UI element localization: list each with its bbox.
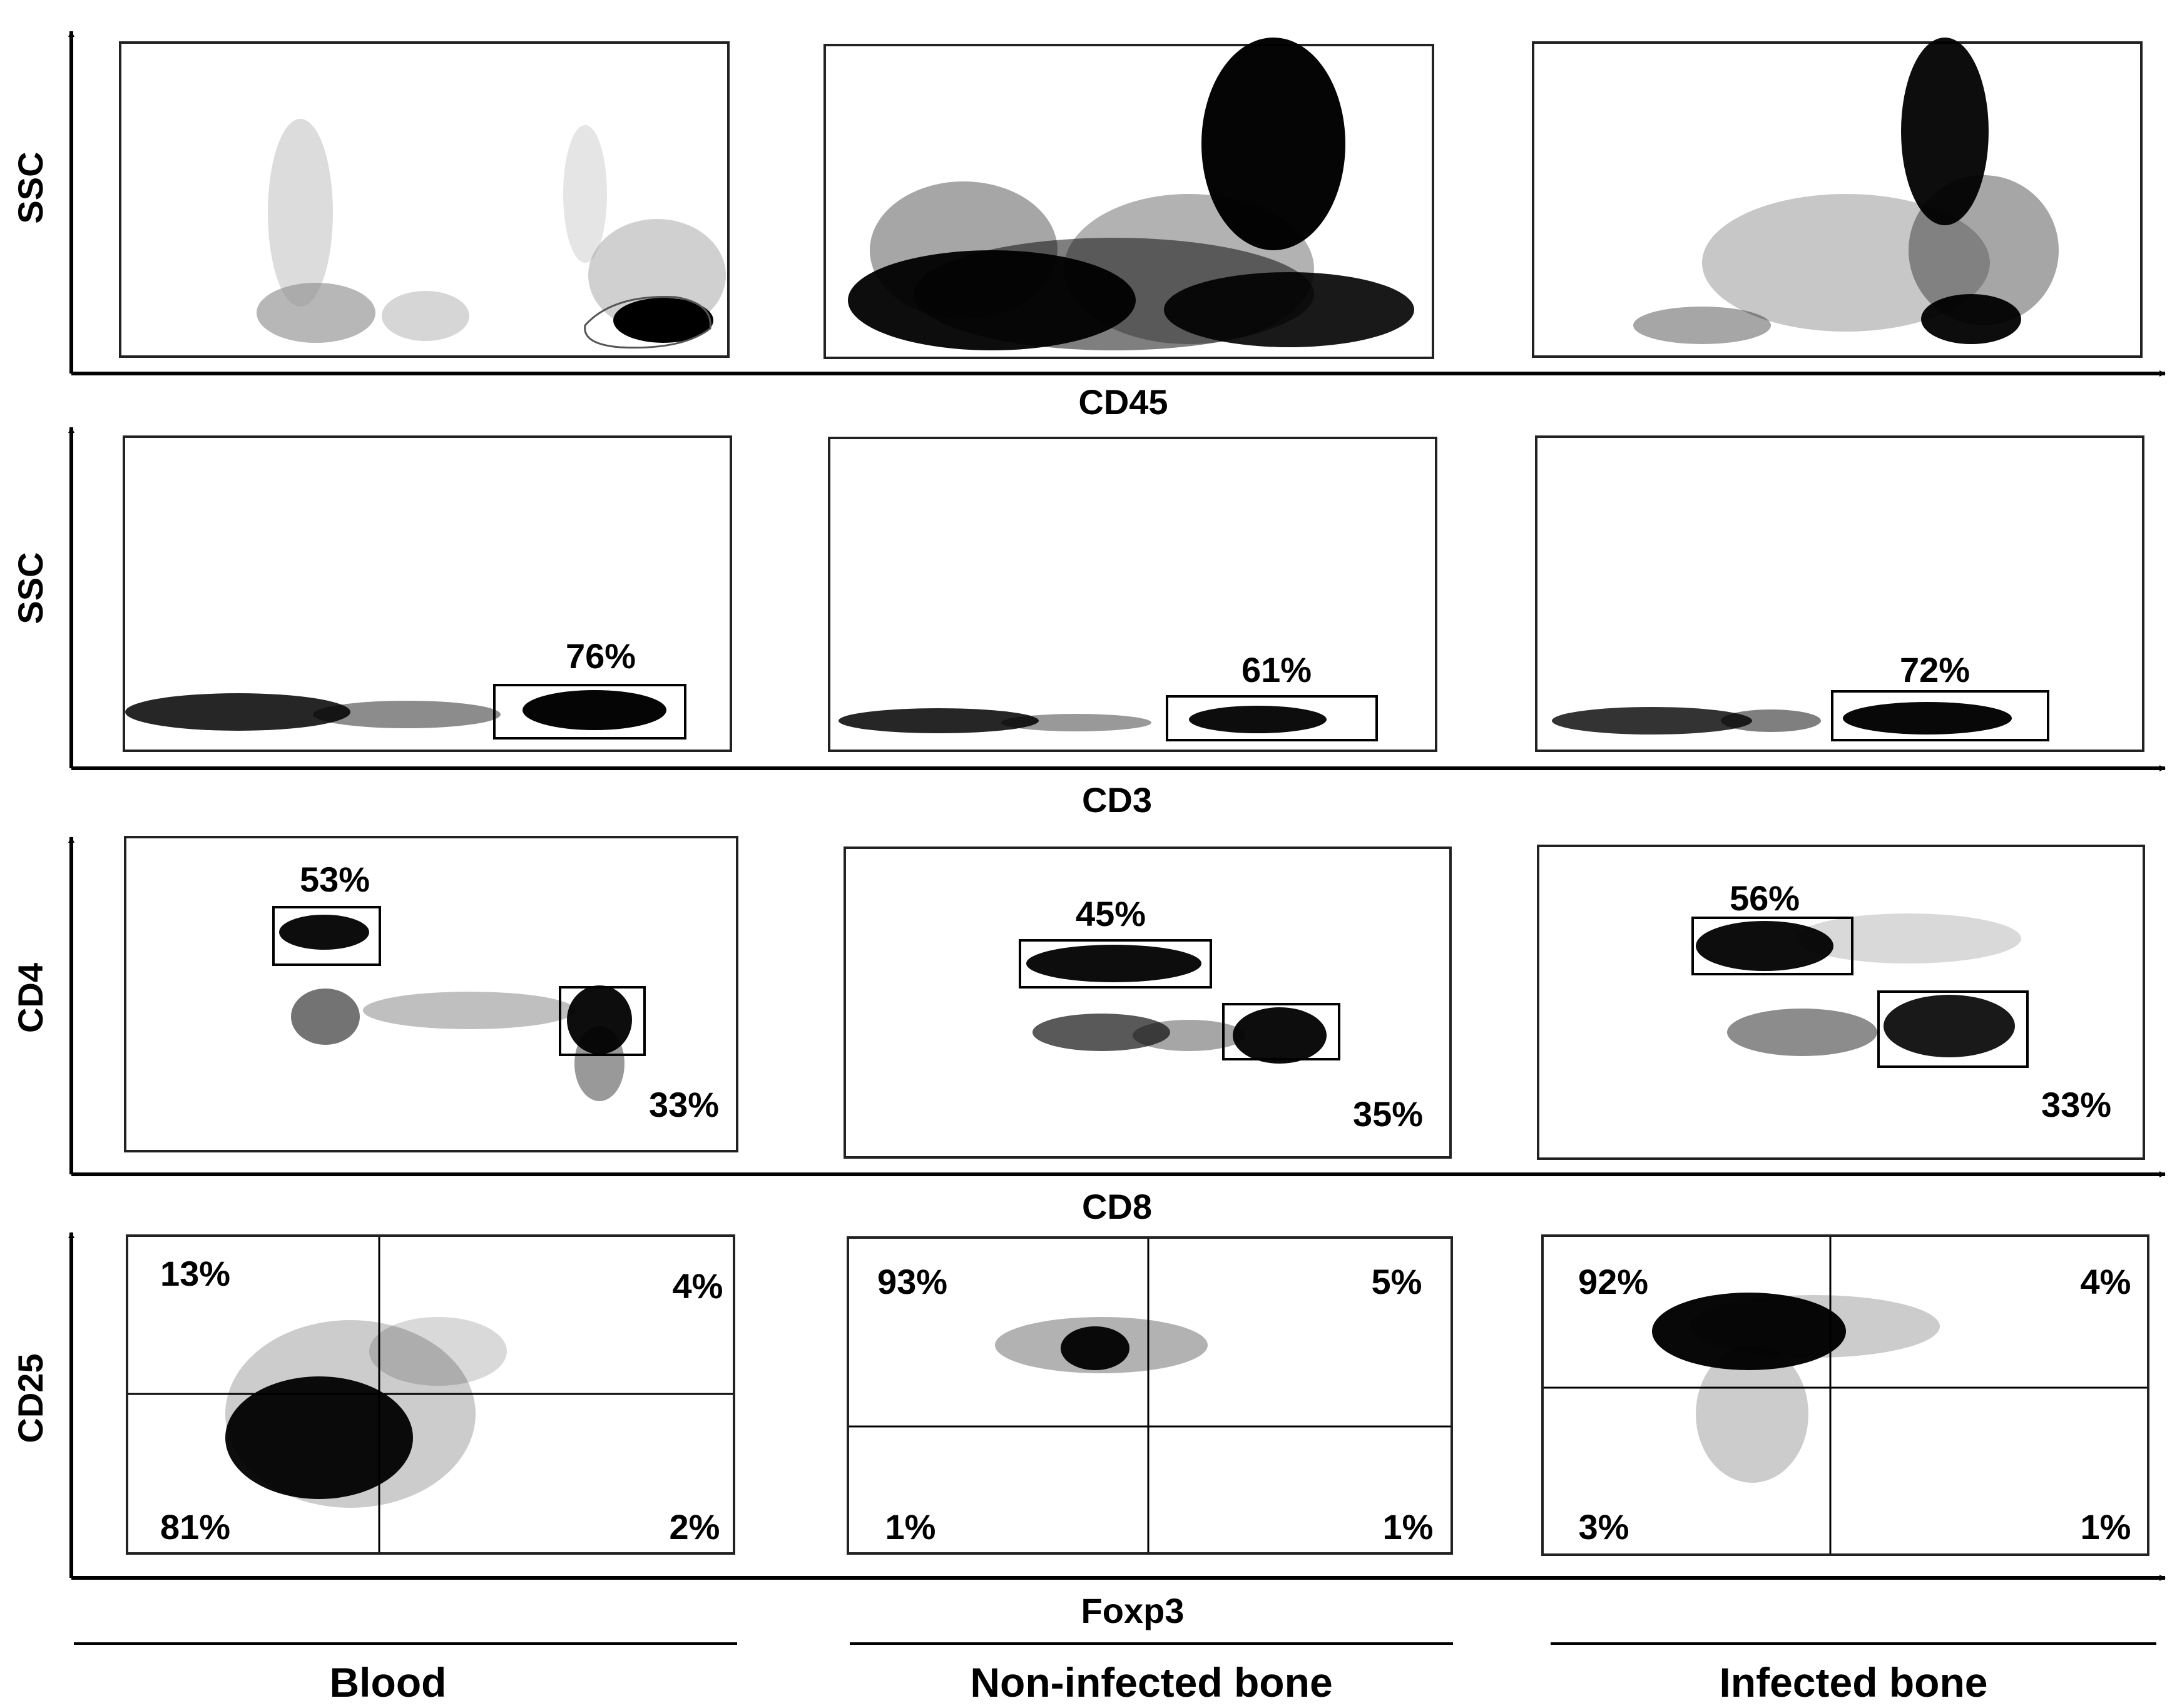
r4-blood-dots <box>225 1317 507 1508</box>
panel-r1-infected <box>1532 41 2143 358</box>
r3-blood-dots <box>279 915 632 1101</box>
row-3-y-label: CD4 <box>11 963 50 1033</box>
r1-blood-gate-population <box>613 298 713 343</box>
r1-noninfected-dots <box>848 38 1414 350</box>
r3-infected-cd4-label: 56% <box>1730 878 1800 918</box>
r3-blood-cd4-gate <box>272 906 381 966</box>
r2-noninfected-dots <box>839 706 1327 733</box>
r2-noninfected-gate-label: 61% <box>1241 650 1312 689</box>
r4-noninfected-ll-label: 1% <box>885 1507 936 1547</box>
panel-r4-noninfected <box>847 1236 1453 1555</box>
r3-noninfected-dots <box>1026 945 1327 1064</box>
row-2-axes <box>68 427 2166 771</box>
r4-blood-lr-label: 2% <box>670 1507 720 1547</box>
r1-blood-dots <box>257 119 726 349</box>
row-4-y-label: CD25 <box>11 1353 50 1443</box>
row-1-axes <box>68 31 2166 377</box>
r3-blood-cd8-label: 33% <box>649 1085 719 1124</box>
r3-noninfected-cd8-label: 35% <box>1353 1094 1423 1134</box>
r2-noninfected-gate <box>1166 695 1378 741</box>
panel-r3-infected <box>1537 845 2145 1160</box>
r4-infected-ll-label: 3% <box>1579 1507 1629 1547</box>
r2-infected-gate <box>1831 690 2049 741</box>
row-2-x-label: CD3 <box>1082 780 1152 820</box>
row-4-axes <box>68 1232 2166 1581</box>
row-3-x-label: CD8 <box>1082 1187 1152 1226</box>
r3-infected-cd8-label: 33% <box>2041 1085 2111 1124</box>
r4-infected-ul-label: 92% <box>1578 1262 1648 1301</box>
r3-infected-cd8-gate <box>1877 990 2029 1068</box>
r1-infected-dots <box>1633 38 2059 344</box>
r4-blood-ur-label: 4% <box>673 1266 723 1306</box>
panel-r2-infected <box>1535 435 2144 752</box>
r2-blood-dots <box>125 690 666 731</box>
r2-infected-dots <box>1552 702 2012 735</box>
r3-noninfected-cd4-gate <box>1019 939 1212 989</box>
r2-infected-gate-label: 72% <box>1900 650 1970 689</box>
r2-blood-gate-label: 76% <box>566 636 636 676</box>
r2-blood-gate <box>493 684 686 740</box>
r4-blood-ll-label: 81% <box>160 1507 230 1547</box>
r3-noninfected-cd8-gate <box>1222 1003 1340 1060</box>
r4-noninfected-dots <box>995 1317 1208 1373</box>
row-3-axes <box>68 836 2166 1177</box>
panel-r3-blood <box>124 836 738 1152</box>
row-2-y-label: SSC <box>11 552 50 624</box>
row-1-x-label: CD45 <box>1078 382 1168 422</box>
r4-noninfected-lr-label: 1% <box>1383 1507 1434 1547</box>
r4-infected-dots <box>1652 1293 1940 1483</box>
panel-r3-noninfected <box>844 846 1452 1159</box>
r4-noninfected-ur-label: 5% <box>1372 1262 1422 1301</box>
panel-r1-blood <box>119 41 730 358</box>
panel-r2-noninfected <box>828 437 1437 752</box>
row-4-x-label: Foxp3 <box>1081 1591 1185 1630</box>
column-label-noninfected: Non-infected bone <box>970 1659 1332 1705</box>
r4-blood-ul-label: 13% <box>160 1254 230 1293</box>
panel-frames <box>119 41 2149 1556</box>
r1-blood-gate-outline <box>584 296 711 349</box>
r3-blood-cd8-gate <box>559 986 646 1056</box>
r3-infected-cd4-gate <box>1691 917 1853 975</box>
r4-infected-lr-label: 1% <box>2081 1507 2131 1547</box>
panel-r4-infected <box>1541 1234 2149 1556</box>
r3-blood-cd4-label: 53% <box>300 860 370 899</box>
r3-noninfected-cd4-label: 45% <box>1076 894 1146 933</box>
r4-noninfected-ul-label: 93% <box>877 1262 947 1301</box>
row-1-y-label: SSC <box>11 151 50 223</box>
r4-infected-ur-label: 4% <box>2081 1262 2131 1301</box>
column-label-infected: Infected bone <box>1719 1659 1987 1705</box>
column-label-blood: Blood <box>330 1659 447 1705</box>
